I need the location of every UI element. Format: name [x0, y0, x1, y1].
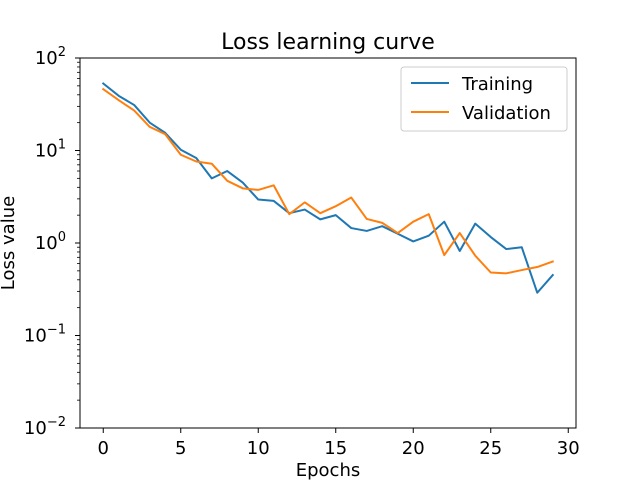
series-lines — [101, 82, 555, 294]
legend-label-training: Training — [461, 74, 533, 95]
chart-title: Loss learning curve — [221, 30, 435, 55]
x-tick-label: 0 — [98, 438, 109, 459]
y-axis-label: Loss value — [0, 196, 19, 290]
x-axis-label: Epochs — [296, 460, 361, 480]
y-tick-label: 102 — [35, 45, 66, 69]
x-tick-label: 15 — [324, 438, 347, 459]
x-tick-label: 20 — [402, 438, 425, 459]
y-tick-label: 101 — [35, 138, 66, 162]
legend-label-validation: Validation — [462, 103, 551, 124]
y-tick-label: 10−1 — [24, 323, 66, 347]
x-tick-label: 30 — [557, 438, 580, 459]
x-axis-ticks: 0 5 10 15 20 25 30 — [98, 428, 580, 459]
x-tick-label: 10 — [247, 438, 270, 459]
series-line-training — [101, 82, 555, 294]
x-tick-label: 25 — [479, 438, 502, 459]
y-tick-label: 100 — [35, 230, 66, 254]
legend: Training Validation — [400, 66, 568, 132]
x-tick-label: 5 — [175, 438, 186, 459]
series-line-validation — [101, 87, 555, 275]
y-tick-label: 10−2 — [24, 415, 66, 439]
y-axis-ticks: 10−2 10−1 100 101 102 — [24, 45, 80, 439]
